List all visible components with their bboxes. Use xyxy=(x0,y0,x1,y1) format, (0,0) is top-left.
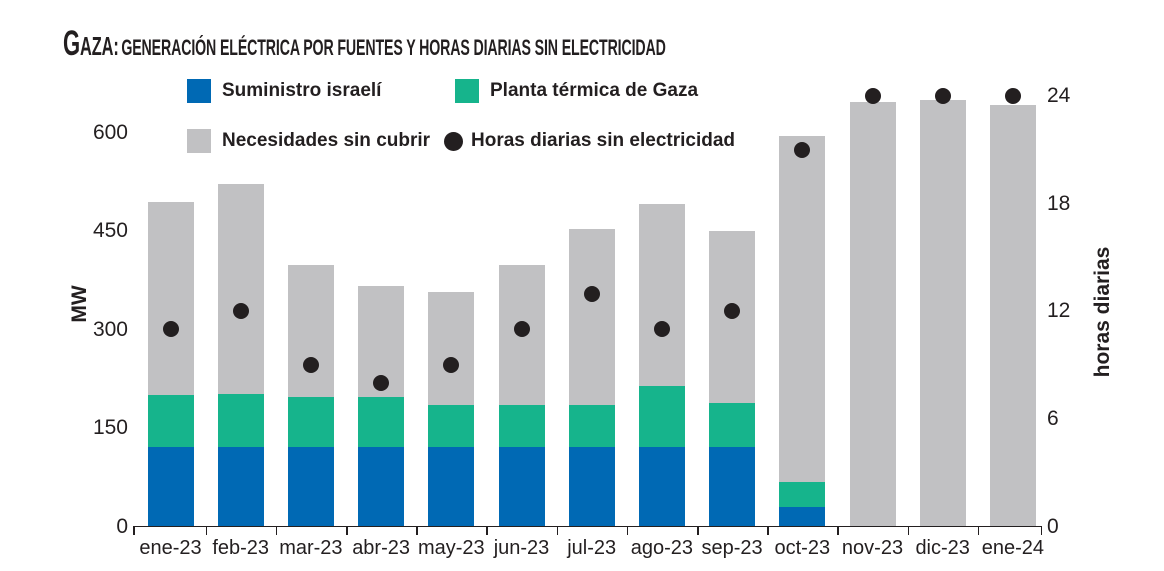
x-axis-label-may-23: may-23 xyxy=(417,537,485,559)
bar-segment-gpp-oct-23 xyxy=(779,482,826,508)
x-axis-label-nov-23: nov-23 xyxy=(841,537,904,559)
x-axis-label-dic-23: dic-23 xyxy=(915,537,970,559)
x-axis-label-mar-23: mar-23 xyxy=(279,537,343,559)
x-axis-tick xyxy=(205,527,208,535)
x-axis-tick xyxy=(697,527,699,535)
hours-dot-may-23 xyxy=(443,357,460,374)
legend-label-israeli-supply: Suministro israelí xyxy=(222,80,382,101)
x-axis-tick xyxy=(626,527,629,535)
x-axis-label-feb-23: feb-23 xyxy=(212,537,270,559)
right-axis-tick-6: 6 xyxy=(1047,407,1059,431)
legend-item-hours-without-electricity: Horas diarias sin electricidad xyxy=(444,129,735,153)
bar-segment-israeli-sep-23 xyxy=(709,446,756,526)
right-axis-tick-0: 0 xyxy=(1047,515,1059,538)
x-axis-label-abr-23: abr-23 xyxy=(352,537,410,559)
hours-dot-ene-24 xyxy=(1004,87,1021,104)
chart-title-prefix: GAZA: xyxy=(63,24,119,63)
legend-item-gaza-thermal-plant: Planta térmica de Gaza xyxy=(455,79,698,103)
right-axis-tick-24: 24 xyxy=(1047,83,1071,107)
plot-area: ene-23 feb-23 mar-23 abr-23 may-23 jun-23 jul-… xyxy=(133,85,1044,559)
x-axis-tick xyxy=(977,527,980,535)
bar-segment-gpp-jul-23 xyxy=(568,404,615,447)
hours-dot-feb-23 xyxy=(232,303,249,320)
right-axis-tick-12: 12 xyxy=(1047,299,1071,323)
bar-segment-unmet-oct-23 xyxy=(779,136,826,483)
legend-item-unmet-needs: Necesidades sin cubrir xyxy=(187,129,430,153)
x-axis-label-oct-23: oct-23 xyxy=(774,537,831,559)
hours-dot-jun-23 xyxy=(513,321,530,338)
hours-dot-mar-23 xyxy=(302,357,319,374)
bar-segment-gpp-may-23 xyxy=(428,405,475,447)
x-axis-label-ene-24: ene-24 xyxy=(981,537,1045,559)
bar-segment-unmet-ene-24 xyxy=(989,105,1036,526)
bar-segment-israeli-ago-23 xyxy=(638,446,685,526)
hours-dot-nov-23 xyxy=(864,87,881,104)
x-axis-label-ago-23: ago-23 xyxy=(630,537,694,559)
bar-segment-israeli-abr-23 xyxy=(358,446,405,526)
x-axis-tick xyxy=(275,527,278,535)
bar-segment-gpp-abr-23 xyxy=(358,396,405,447)
bar-segment-unmet-jul-23 xyxy=(568,228,615,405)
left-axis-tick-300: 300 xyxy=(92,317,128,341)
bar-segment-gpp-mar-23 xyxy=(287,396,334,447)
hours-dot-oct-23 xyxy=(794,141,811,158)
x-axis-label-jul-23: jul-23 xyxy=(567,537,617,559)
left-axis-tick-450: 450 xyxy=(92,219,128,243)
chart-title-text: GENERACIÓN ELÉCTRICA POR FUENTES Y HORAS… xyxy=(121,35,666,60)
bar-segment-unmet-mar-23 xyxy=(287,265,334,397)
bar-segment-gpp-jun-23 xyxy=(498,404,545,447)
bar-segment-unmet-ene-23 xyxy=(147,202,194,396)
x-axis-tick xyxy=(416,527,418,535)
hours-dot-ago-23 xyxy=(653,321,670,338)
bar-segment-israeli-jun-23 xyxy=(498,446,545,526)
bar-segment-gpp-ago-23 xyxy=(638,385,685,447)
legend-label-hours-without-electricity: Horas diarias sin electricidad xyxy=(471,130,736,151)
legend-item-israeli-supply: Suministro israelí xyxy=(187,79,381,103)
x-axis-line xyxy=(133,525,1042,527)
bar-segment-israeli-ene-23 xyxy=(147,446,194,526)
bar-segment-gpp-feb-23 xyxy=(217,394,264,447)
x-axis-tick xyxy=(907,527,910,535)
bar-segment-gpp-ene-23 xyxy=(147,395,194,447)
chart-title: GAZA: GENERACIÓN ELÉCTRICA POR FUENTES Y… xyxy=(63,24,666,64)
bar-segment-unmet-ago-23 xyxy=(638,203,685,386)
x-axis-label-sep-23: sep-23 xyxy=(701,537,763,559)
legend-swatch-israeli-supply xyxy=(187,79,211,103)
bar-segment-gpp-sep-23 xyxy=(709,402,756,447)
bar-segment-israeli-oct-23 xyxy=(779,507,826,526)
bar-segment-israeli-feb-23 xyxy=(217,446,264,526)
x-axis-label-jun-23: jun-23 xyxy=(493,537,550,559)
hours-dot-ene-23 xyxy=(162,321,179,338)
bar-segment-unmet-may-23 xyxy=(428,291,475,406)
bar-segment-unmet-dic-23 xyxy=(919,99,966,526)
x-axis-label-ene-23: ene-23 xyxy=(139,537,202,559)
bar-segment-israeli-may-23 xyxy=(428,446,475,526)
legend-label-gaza-thermal-plant: Planta térmica de Gaza xyxy=(490,80,699,101)
bar-segment-israeli-mar-23 xyxy=(287,446,334,526)
left-axis-tick-0: 0 xyxy=(116,515,128,538)
legend-swatch-gaza-thermal-plant xyxy=(455,79,479,103)
hours-dot-jul-23 xyxy=(583,285,600,302)
bar-segment-unmet-feb-23 xyxy=(217,184,264,395)
bar-segment-israeli-jul-23 xyxy=(568,446,615,526)
x-axis-tick xyxy=(1040,527,1042,535)
x-axis-tick xyxy=(767,527,769,535)
legend-label-unmet-needs: Necesidades sin cubrir xyxy=(222,130,431,151)
bar-segment-unmet-nov-23 xyxy=(849,101,896,526)
left-axis-tick-600: 600 xyxy=(92,120,128,144)
x-axis-tick xyxy=(346,527,348,535)
right-axis-tick-18: 18 xyxy=(1047,191,1071,215)
hours-dot-abr-23 xyxy=(373,375,390,392)
x-axis-tick xyxy=(133,527,135,535)
x-axis-tick xyxy=(486,527,488,535)
hours-dot-dic-23 xyxy=(934,87,951,104)
left-axis-tick-150: 150 xyxy=(92,416,128,440)
hours-dot-sep-23 xyxy=(724,303,741,320)
x-axis-tick xyxy=(556,527,559,535)
legend-circle-icon xyxy=(444,131,463,151)
x-axis-tick xyxy=(837,527,839,535)
legend-swatch-unmet-needs xyxy=(187,129,211,153)
